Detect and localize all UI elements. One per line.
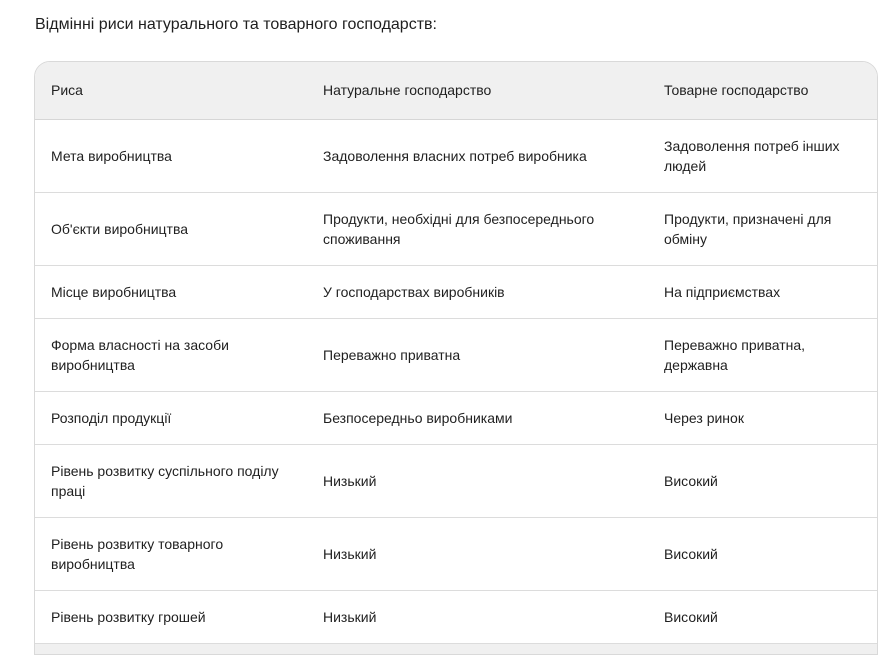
cell-commodity: Задоволення потреб інших людей — [648, 119, 877, 193]
table-footer — [35, 644, 877, 654]
cell-feature: Місце виробництва — [35, 265, 307, 319]
cell-feature: Мета виробництва — [35, 119, 307, 193]
cell-feature: Об'єкти виробництва — [35, 192, 307, 266]
cell-commodity: Переважно приватна, державна — [648, 318, 877, 392]
cell-commodity: Високий — [648, 517, 877, 591]
header-commodity: Товарне господарство — [648, 62, 877, 120]
cell-natural: Низький — [307, 444, 648, 518]
cell-commodity: Високий — [648, 444, 877, 518]
cell-feature: Рівень розвитку суспільного поділу праці — [35, 444, 307, 518]
table-row: Місце виробництва У господарствах виробни… — [35, 265, 877, 319]
cell-commodity: Продукти, призначені для обміну — [648, 192, 877, 266]
cell-feature: Форма власності на засоби виробництва — [35, 318, 307, 392]
cell-natural: Продукти, необхідні для безпосереднього … — [307, 192, 648, 266]
cell-feature: Рівень розвитку товарного виробництва — [35, 517, 307, 591]
comparison-table: Риса Натуральне господарство Товарне гос… — [34, 61, 878, 655]
table-row: Рівень розвитку грошей Низький Високий — [35, 590, 877, 644]
table-row: Розподіл продукції Безпосередньо виробник… — [35, 391, 877, 445]
cell-natural: Переважно приватна — [307, 318, 648, 392]
table-row: Об'єкти виробництва Продукти, необхідні д… — [35, 192, 877, 266]
table-row: Форма власності на засоби виробництва Пер… — [35, 318, 877, 392]
cell-natural: Низький — [307, 517, 648, 591]
table-header-row: Риса Натуральне господарство Товарне гос… — [35, 62, 877, 120]
cell-natural: Низький — [307, 590, 648, 644]
cell-feature: Рівень розвитку грошей — [35, 590, 307, 644]
table-row: Мета виробництва Задоволення власних потр… — [35, 119, 877, 193]
table-row: Рівень розвитку суспільного поділу праці… — [35, 444, 877, 518]
cell-feature: Розподіл продукції — [35, 391, 307, 445]
header-natural: Натуральне господарство — [307, 62, 648, 120]
cell-commodity: Високий — [648, 590, 877, 644]
header-feature: Риса — [35, 62, 307, 120]
cell-natural: Задоволення власних потреб виробника — [307, 119, 648, 193]
cell-commodity: Через ринок — [648, 391, 877, 445]
cell-natural: У господарствах виробників — [307, 265, 648, 319]
cell-natural: Безпосередньо виробниками — [307, 391, 648, 445]
cell-commodity: На підприємствах — [648, 265, 877, 319]
page-title: Відмінні риси натурального та товарного … — [35, 16, 437, 33]
table-row: Рівень розвитку товарного виробництва Низ… — [35, 517, 877, 591]
